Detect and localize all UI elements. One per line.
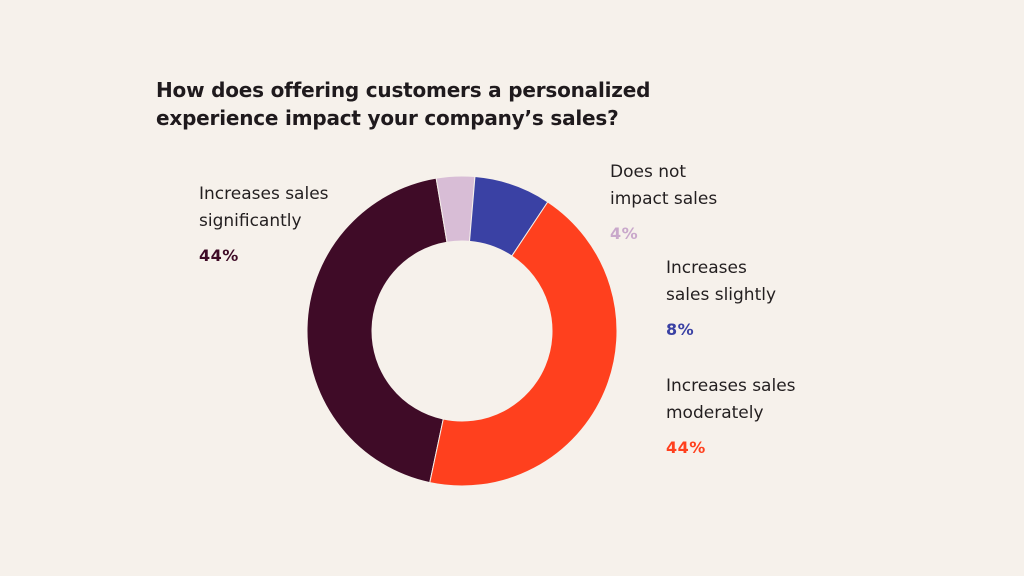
slice-value-label: 8% (666, 320, 695, 339)
slice-label-increases-moderately: Increases sales moderately 44% (666, 373, 796, 461)
slice-label-increases-slightly: Increases sales slightly 8% (666, 255, 776, 343)
slice-label-does-not-impact: Does not impact sales 4% (610, 159, 717, 247)
slice-value-label: 44% (199, 246, 239, 265)
slice-label-text: impact sales (610, 189, 718, 209)
slice-label-increases-significantly: Increases sales significantly 44% (199, 181, 329, 269)
slice-label-text: Does not (610, 162, 687, 182)
slice-label-text: sales slightly (666, 285, 777, 305)
donut-slices (306, 175, 618, 487)
slice-label-text: significantly (199, 211, 302, 231)
chart-title: How does offering customers a personaliz… (156, 76, 716, 132)
slice-value-label: 44% (666, 438, 706, 457)
slice-value-label: 4% (610, 224, 639, 243)
slice-label-text: moderately (666, 403, 764, 423)
chart-title-line-1: How does offering customers a personaliz… (156, 78, 651, 102)
donut-slice-increases-significantly (306, 177, 448, 484)
slice-label-text: Increases (666, 258, 747, 278)
slice-label-text: Increases sales (666, 376, 796, 396)
donut-slice-increases-moderately (429, 201, 618, 487)
chart-title-line-2: experience impact your company’s sales? (156, 106, 619, 130)
slice-label-text: Increases sales (199, 184, 329, 204)
